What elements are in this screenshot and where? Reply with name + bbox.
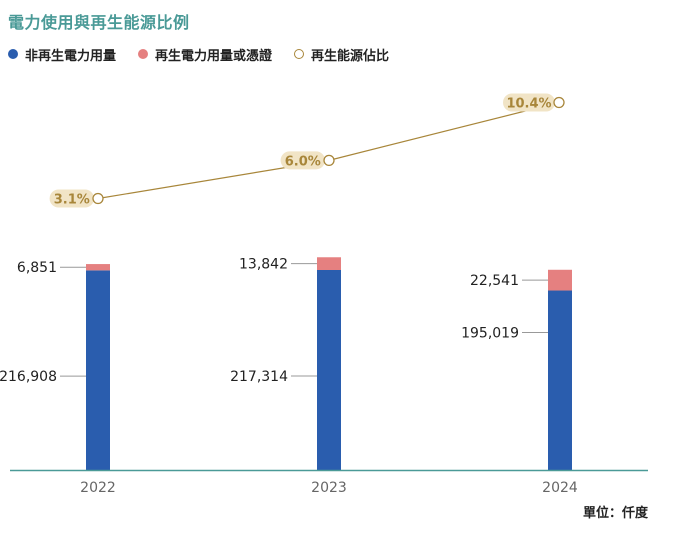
- unit-label: 單位：仟度: [582, 506, 648, 521]
- value-label-renewable: 6,851: [17, 260, 57, 276]
- share-label-pill: [49, 189, 94, 208]
- renewable-share-line: [97, 101, 560, 200]
- share-point: [92, 192, 104, 205]
- legend-label-renewable: 再生電力用量或憑證: [155, 48, 273, 64]
- x-tick-label: 2023: [311, 480, 347, 496]
- x-tick-label: 2022: [80, 480, 116, 496]
- legend: 非再生電力用量 再生電力用量或憑證 再生能源佔比: [8, 44, 411, 64]
- bar-renewable: [317, 257, 341, 270]
- bar-renewable: [548, 269, 572, 291]
- legend-item-share: 再生能源佔比: [294, 45, 389, 64]
- legend-ring-share: [294, 49, 305, 59]
- legend-item-renewable: 再生電力用量或憑證: [138, 45, 272, 64]
- chart-title: 電力使用與再生能源比例: [8, 13, 190, 32]
- value-label-renewable: 22,541: [470, 273, 519, 289]
- share-label-pill: [503, 93, 555, 112]
- share-label: 10.4%: [506, 97, 551, 112]
- share-label-pill: [280, 151, 325, 170]
- legend-label-share: 再生能源佔比: [311, 48, 390, 64]
- bar-nonrenewable: [548, 290, 572, 470]
- bar-nonrenewable: [86, 270, 110, 470]
- value-label-nonrenewable: 217,314: [230, 369, 288, 385]
- value-label-nonrenewable: 216,908: [0, 369, 57, 385]
- bar-nonrenewable: [317, 270, 341, 470]
- share-label: 3.1%: [54, 193, 90, 208]
- bar-renewable: [86, 264, 110, 271]
- share-point: [553, 96, 565, 109]
- legend-item-nonrenewable: 非再生電力用量: [8, 45, 116, 64]
- x-tick-label: 2024: [542, 480, 578, 496]
- share-point: [323, 154, 335, 167]
- share-label: 6.0%: [285, 154, 321, 169]
- value-label-renewable: 13,842: [239, 257, 288, 273]
- legend-dot-nonrenewable: [8, 49, 18, 59]
- legend-dot-renewable: [138, 49, 149, 59]
- value-label-nonrenewable: 195,019: [461, 326, 519, 342]
- legend-label-nonrenewable: 非再生電力用量: [25, 48, 117, 64]
